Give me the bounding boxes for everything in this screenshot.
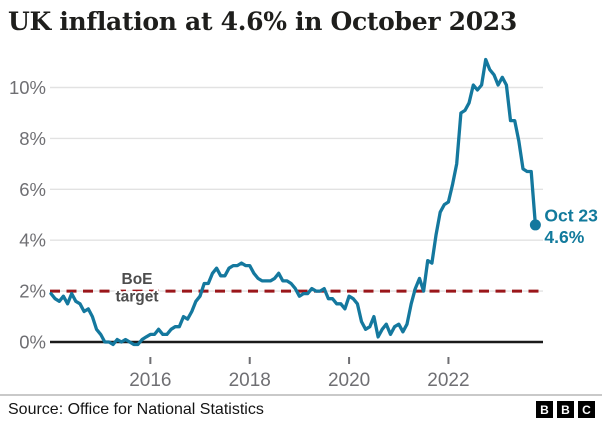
y-axis-label: 6% xyxy=(19,179,46,200)
boe-target-label-line2: target xyxy=(115,289,158,306)
source-text: Source: Office for National Statistics xyxy=(8,400,264,418)
chart-title: UK inflation at 4.6% in October 2023 xyxy=(8,7,518,36)
bbc-logo-block-b1: B xyxy=(536,401,553,418)
x-axis-label: 2018 xyxy=(229,370,271,391)
latest-point-marker xyxy=(529,219,541,231)
bbc-logo-block-b2: B xyxy=(557,401,574,418)
y-axis-label: 10% xyxy=(9,77,46,98)
end-point-value-label: 4.6% xyxy=(544,227,584,247)
x-axis-label: 2022 xyxy=(427,370,469,391)
bbc-logo-block-c: C xyxy=(578,401,595,418)
inflation-line xyxy=(49,57,538,347)
y-axis-label: 8% xyxy=(19,128,46,149)
y-axis-label: 2% xyxy=(19,281,46,302)
y-axis-label: 0% xyxy=(19,332,46,353)
x-axis-label: 2020 xyxy=(328,370,370,391)
end-point-date-label: Oct 23 xyxy=(544,205,598,225)
bbc-logo: B B C xyxy=(536,401,595,418)
x-axis-label: 2016 xyxy=(129,370,171,391)
boe-target-label-line1: BoE xyxy=(122,271,153,288)
y-axis-label: 4% xyxy=(19,230,46,251)
footer: Source: Office for National Statistics B… xyxy=(0,394,602,423)
